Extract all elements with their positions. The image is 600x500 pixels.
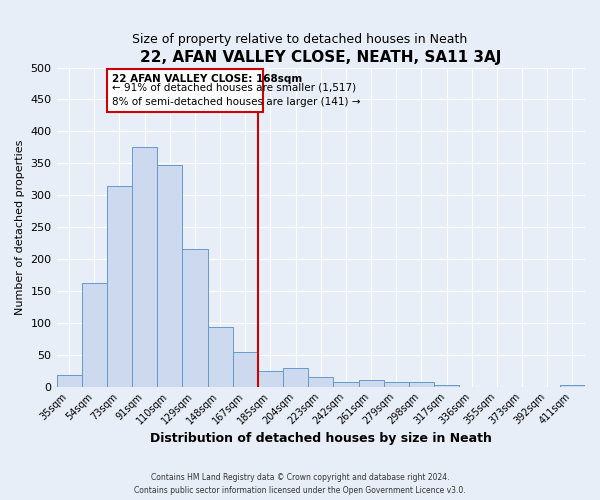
FancyBboxPatch shape — [107, 69, 263, 112]
Bar — [334, 382, 359, 386]
Bar — [308, 377, 334, 386]
Text: Size of property relative to detached houses in Neath: Size of property relative to detached ho… — [133, 32, 467, 46]
Bar — [132, 148, 157, 386]
Bar — [283, 368, 308, 386]
X-axis label: Distribution of detached houses by size in Neath: Distribution of detached houses by size … — [150, 432, 492, 445]
Bar — [56, 375, 82, 386]
Bar — [359, 380, 383, 386]
Bar — [233, 352, 258, 386]
Bar — [157, 164, 182, 386]
Bar — [82, 282, 107, 387]
Title: 22, AFAN VALLEY CLOSE, NEATH, SA11 3AJ: 22, AFAN VALLEY CLOSE, NEATH, SA11 3AJ — [140, 50, 502, 65]
Bar — [107, 186, 132, 386]
Bar — [208, 328, 233, 386]
Bar — [383, 382, 409, 386]
Text: 22 AFAN VALLEY CLOSE: 168sqm: 22 AFAN VALLEY CLOSE: 168sqm — [112, 74, 302, 84]
Text: ← 91% of detached houses are smaller (1,517)
8% of semi-detached houses are larg: ← 91% of detached houses are smaller (1,… — [112, 83, 361, 107]
Bar — [258, 370, 283, 386]
Y-axis label: Number of detached properties: Number of detached properties — [15, 140, 25, 315]
Text: Contains HM Land Registry data © Crown copyright and database right 2024.
Contai: Contains HM Land Registry data © Crown c… — [134, 474, 466, 495]
Bar — [409, 382, 434, 386]
Bar — [182, 250, 208, 386]
